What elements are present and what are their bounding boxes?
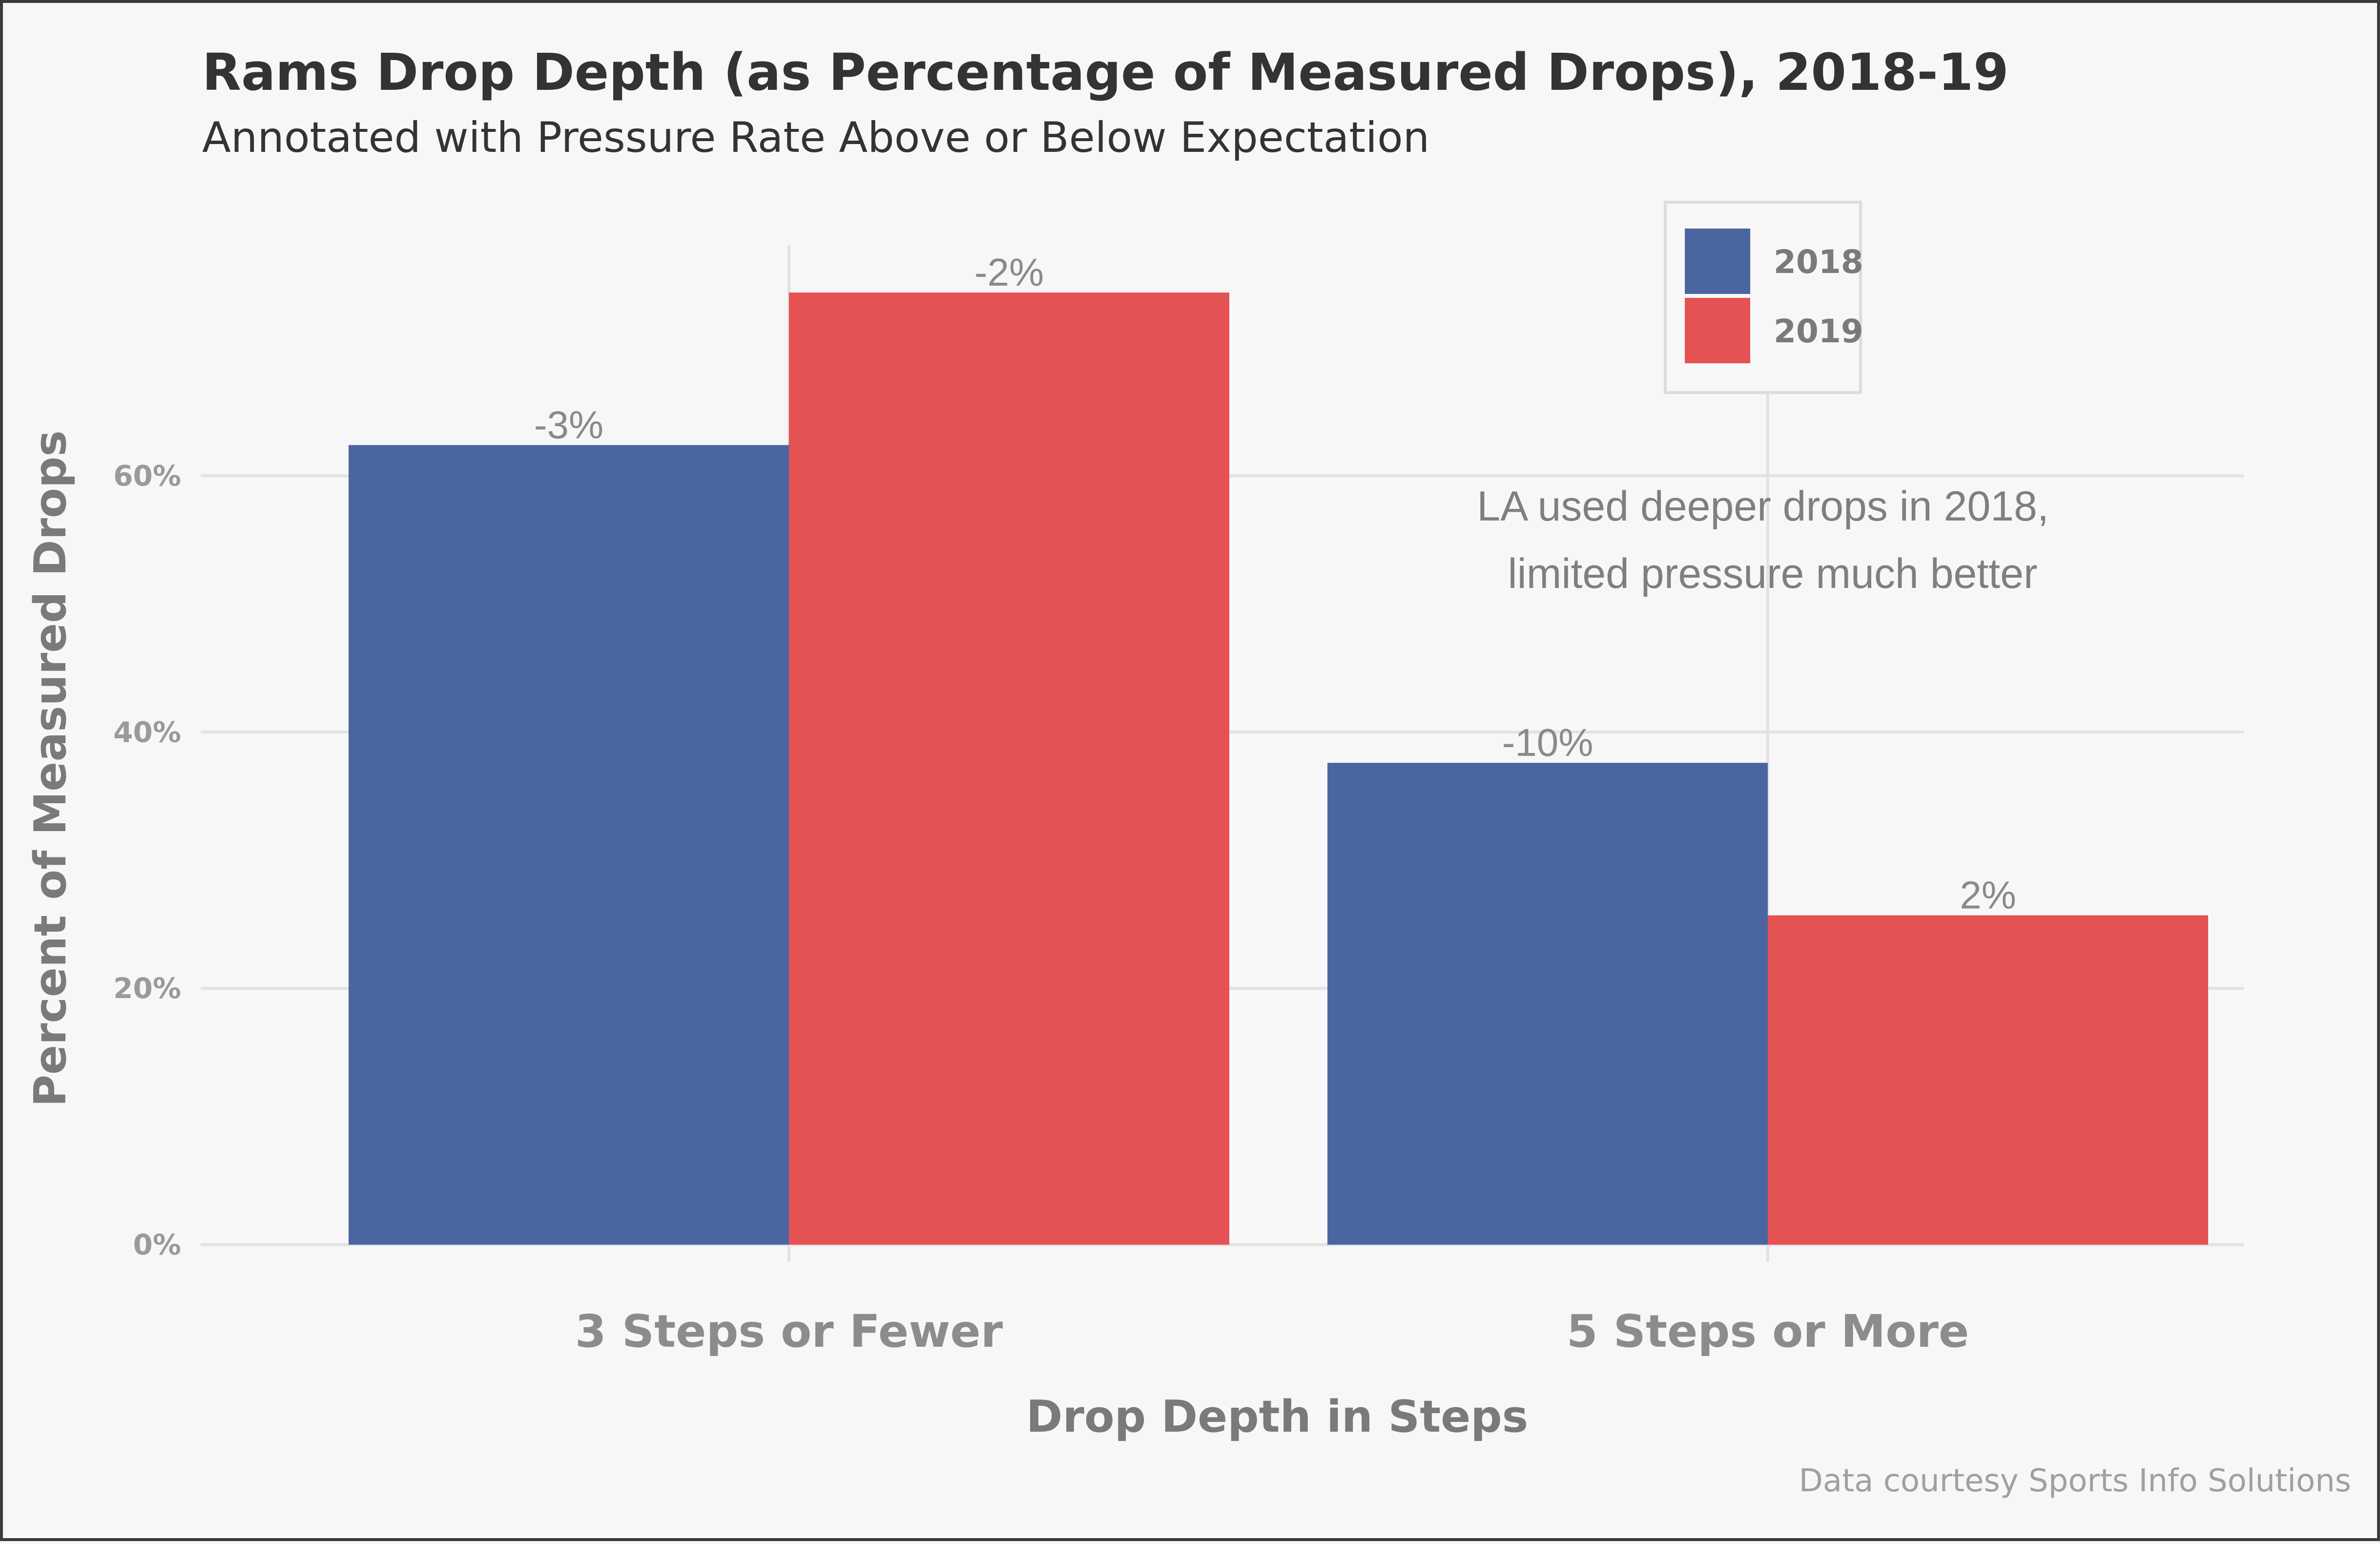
x-tick-label: 3 Steps or Fewer — [575, 1305, 1003, 1357]
annotation: LA used deeper drops in 2018, limited pr… — [1477, 483, 2049, 597]
legend-swatch-2019 — [1685, 298, 1750, 363]
bars — [349, 292, 2208, 1245]
annotation-line-1: LA used deeper drops in 2018, — [1477, 483, 2049, 530]
bar-2018-2 — [1327, 763, 1768, 1245]
y-tick-label: 20% — [113, 972, 181, 1005]
y-tick-label: 0% — [133, 1228, 181, 1261]
y-tick-label: 60% — [113, 459, 181, 492]
bar-value-label: -3% — [534, 403, 603, 446]
y-tick-label: 40% — [113, 715, 181, 749]
x-tick-label: 5 Steps or More — [1567, 1305, 1969, 1357]
bar-value-label: -10% — [1502, 721, 1594, 764]
bar-2018-1 — [349, 445, 789, 1245]
chart-svg: Rams Drop Depth (as Percentage of Measur… — [25, 42, 2351, 1499]
bar-labels: -3% -10% -2% 2% — [534, 250, 2016, 917]
x-axis-title: Drop Depth in Steps — [1026, 1391, 1528, 1442]
legend: 2018 2019 — [1664, 201, 1863, 394]
bar-2019-1 — [789, 292, 1229, 1245]
annotation-line-2: limited pressure much better — [1508, 550, 2038, 597]
bar-value-label: -2% — [974, 250, 1044, 294]
caption: Data courtesy Sports Info Solutions — [1799, 1463, 2351, 1499]
legend-label-2019: 2019 — [1774, 313, 1863, 350]
axes: 3 Steps or Fewer 5 Steps or More — [575, 1305, 1969, 1357]
legend-swatch-2018 — [1685, 229, 1750, 294]
chart-title: Rams Drop Depth (as Percentage of Measur… — [202, 42, 2008, 102]
bar-value-label: 2% — [1960, 874, 2016, 917]
legend-label-2018: 2018 — [1774, 243, 1863, 281]
bar-2019-2 — [1768, 915, 2208, 1245]
chart-subtitle: Annotated with Pressure Rate Above or Be… — [202, 113, 1429, 162]
y-axis-title: Percent of Measured Drops — [25, 430, 76, 1107]
